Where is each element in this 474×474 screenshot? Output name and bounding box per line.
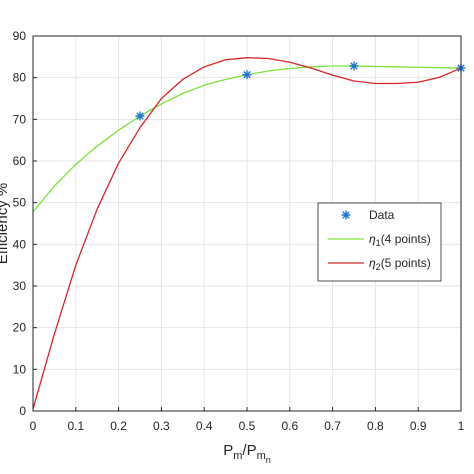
x-tick-label: 0.4 xyxy=(196,419,213,433)
y-tick-label: 20 xyxy=(13,321,27,335)
legend-item: η1(4 points) xyxy=(328,232,431,248)
x-tick-label: 0.8 xyxy=(367,419,384,433)
x-tick-label: 0.2 xyxy=(110,419,127,433)
y-tick-label: 70 xyxy=(13,112,27,126)
legend-label: η1(4 points) xyxy=(369,232,431,248)
legend-marker xyxy=(341,210,351,220)
x-tick-label: 0.5 xyxy=(239,419,256,433)
x-tick-label: 0 xyxy=(30,419,37,433)
x-tick-label: 0.3 xyxy=(153,419,170,433)
legend: Data η1(4 points) η2(5 points) xyxy=(317,202,442,282)
data-point-marker xyxy=(349,61,359,71)
x-tick-label: 0.6 xyxy=(281,419,298,433)
legend-label: η2(5 points) xyxy=(369,256,431,272)
y-axis-ticks: 0 10 20 30 40 50 60 70 80 90 xyxy=(13,29,37,418)
data-point-marker xyxy=(242,70,252,80)
y-tick-label: 0 xyxy=(19,404,26,418)
x-tick-label: 0.9 xyxy=(410,419,427,433)
y-axis-label: Efficiency % xyxy=(0,183,11,264)
y-tick-label: 40 xyxy=(13,237,27,251)
y-tick-label: 80 xyxy=(13,71,27,85)
x-axis-ticks: 0 0.1 0.2 0.3 0.4 0.5 0.6 0.7 0.8 0.9 1 xyxy=(30,407,465,433)
y-tick-label: 90 xyxy=(13,29,27,43)
legend-item: Data xyxy=(341,208,395,222)
x-tick-label: 1 xyxy=(458,419,465,433)
legend-item: η2(5 points) xyxy=(328,256,431,272)
y-tick-label: 60 xyxy=(13,154,27,168)
y-tick-label: 30 xyxy=(13,279,27,293)
y-tick-label: 50 xyxy=(13,196,27,210)
y-tick-label: 10 xyxy=(13,362,27,376)
data-point-marker xyxy=(135,111,145,121)
legend-label: Data xyxy=(369,208,395,222)
x-tick-label: 0.7 xyxy=(324,419,341,433)
legend-items: Data η1(4 points) η2(5 points) xyxy=(328,208,431,272)
x-axis-label: Pm/Pmn xyxy=(223,442,271,465)
x-tick-label: 0.1 xyxy=(67,419,84,433)
series-line-2 xyxy=(32,57,462,410)
legend-box xyxy=(317,202,442,282)
